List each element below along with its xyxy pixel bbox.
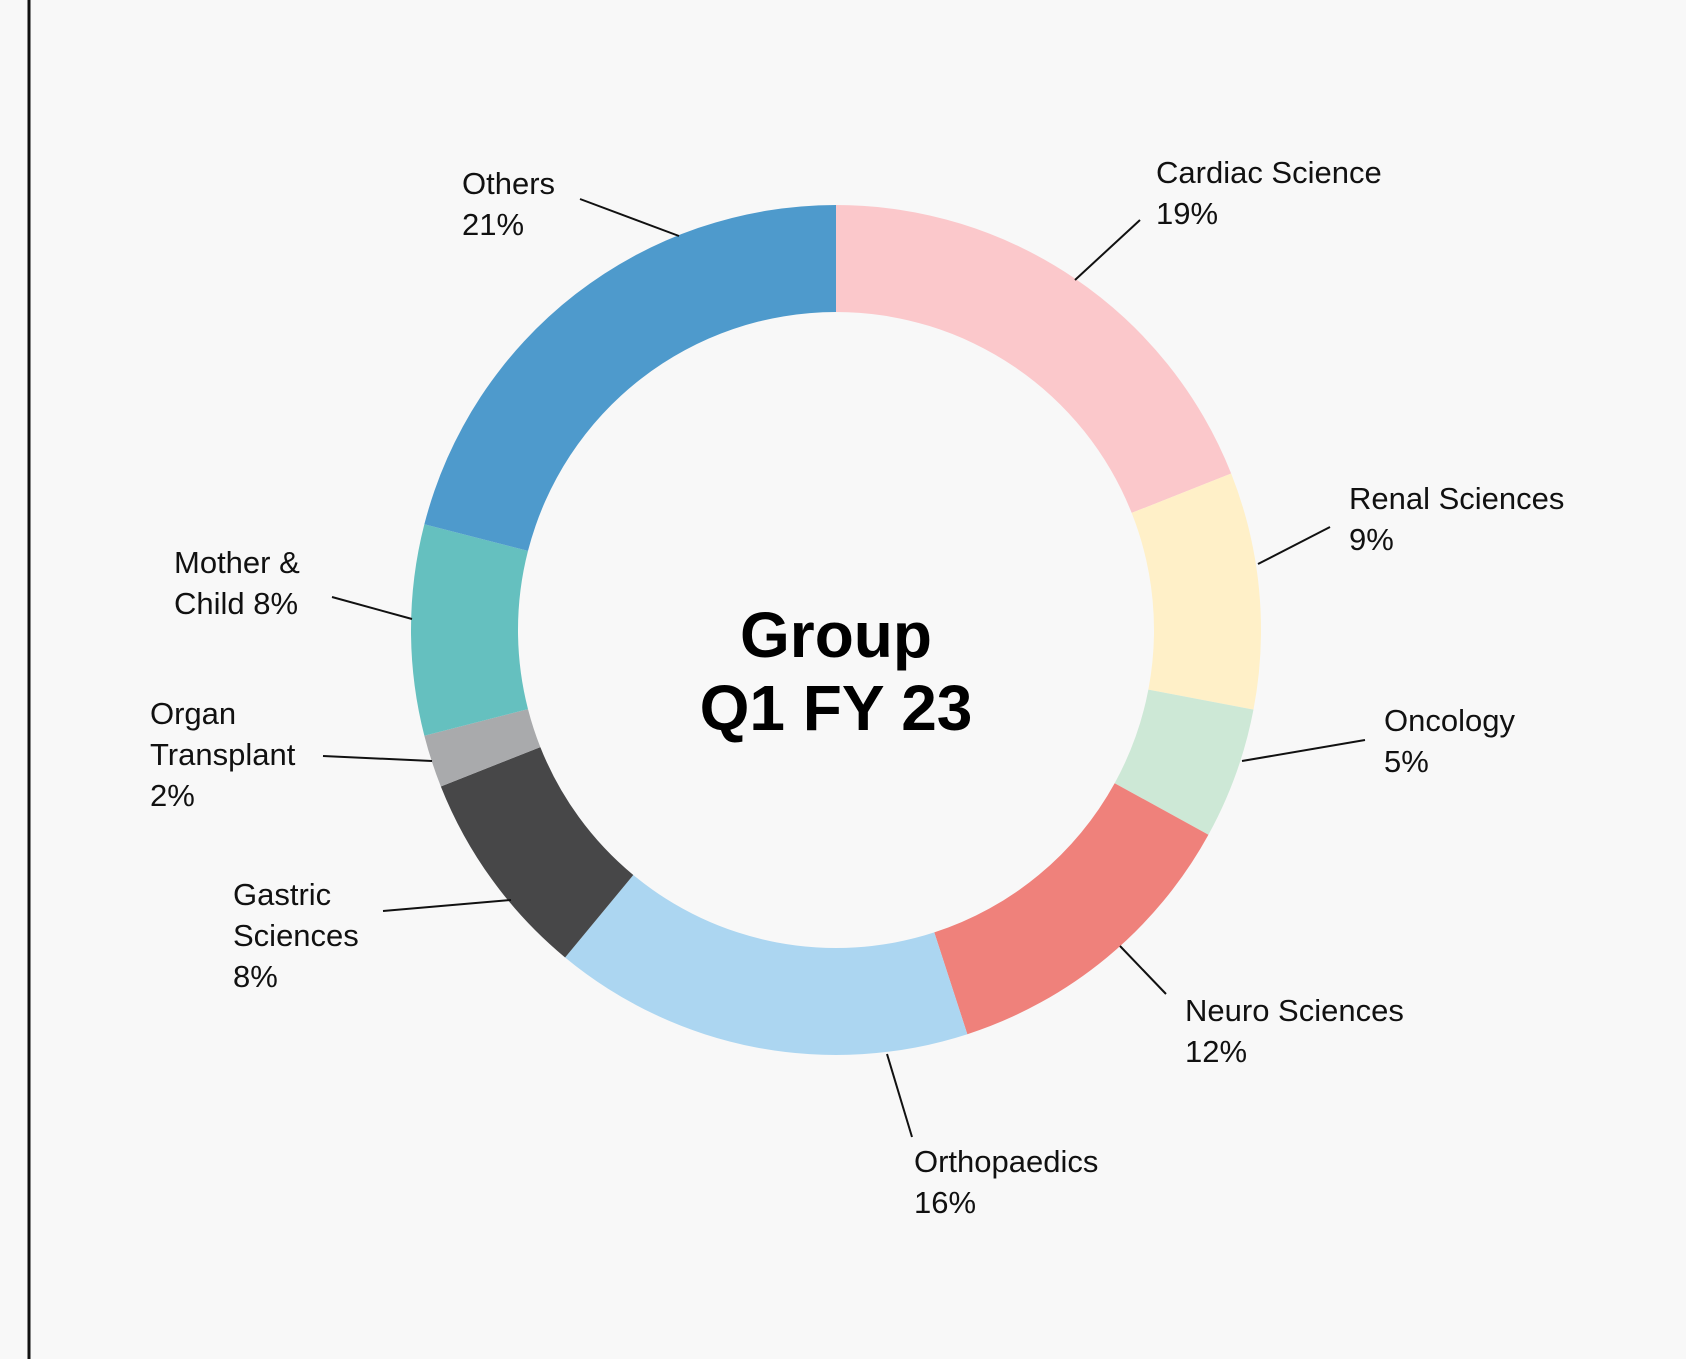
leader-line — [382, 899, 512, 912]
segment-label: Oncology 5% — [1384, 700, 1684, 782]
leader-line — [1119, 945, 1167, 995]
category-name: Others — [462, 166, 556, 201]
leader-line — [1257, 526, 1331, 565]
center-title: Q1 FY 23 — [700, 672, 973, 744]
category-name: Organ Transplant — [150, 696, 296, 772]
category-name: Renal Sciences — [1349, 481, 1565, 516]
category-name: Orthopaedics — [914, 1144, 1099, 1179]
segment-label: Gastric Sciences 8% — [233, 874, 383, 997]
donut-segment — [1114, 689, 1254, 835]
value-label: 2% — [150, 778, 195, 813]
category-name: Cardiac Science — [1156, 155, 1382, 190]
segment-label: Neuro Sciences 12% — [1185, 990, 1515, 1072]
donut-segment — [411, 524, 528, 736]
value-label: 16% — [914, 1185, 977, 1220]
leader-line — [322, 755, 433, 762]
center-title: Group — [740, 599, 932, 671]
leader-line — [1241, 739, 1366, 762]
leader-line — [1074, 219, 1141, 281]
donut-segment — [424, 709, 541, 787]
leader-line — [579, 198, 680, 237]
donut-segment — [424, 205, 836, 551]
segment-label: Orthopaedics 16% — [914, 1141, 1214, 1223]
value-label: 12% — [1185, 1034, 1248, 1069]
value-label: 19% — [1156, 196, 1219, 231]
value-label: 21% — [462, 207, 525, 242]
value-label: 9% — [1349, 522, 1394, 557]
segment-label: Organ Transplant 2% — [150, 693, 320, 816]
segment-label: Cardiac Science 19% — [1156, 152, 1486, 234]
value-label: 8% — [253, 586, 299, 621]
category-name: Mother & Child — [174, 545, 300, 621]
value-label: 5% — [1384, 744, 1429, 779]
segment-label: Renal Sciences 9% — [1349, 478, 1679, 560]
donut-segment — [934, 783, 1209, 1035]
segment-label: Others 21% — [462, 163, 612, 245]
donut-segment — [440, 747, 634, 958]
category-name: Oncology — [1384, 703, 1515, 738]
leader-line — [886, 1053, 913, 1138]
donut-segment — [1131, 473, 1261, 710]
category-name: Gastric Sciences — [233, 877, 359, 953]
segment-label: Mother & Child 8% — [174, 542, 329, 624]
category-name: Neuro Sciences — [1185, 993, 1404, 1028]
value-label: 8% — [233, 959, 278, 994]
leader-line — [331, 596, 413, 620]
donut-segment — [565, 875, 968, 1055]
donut-segment — [836, 205, 1232, 513]
